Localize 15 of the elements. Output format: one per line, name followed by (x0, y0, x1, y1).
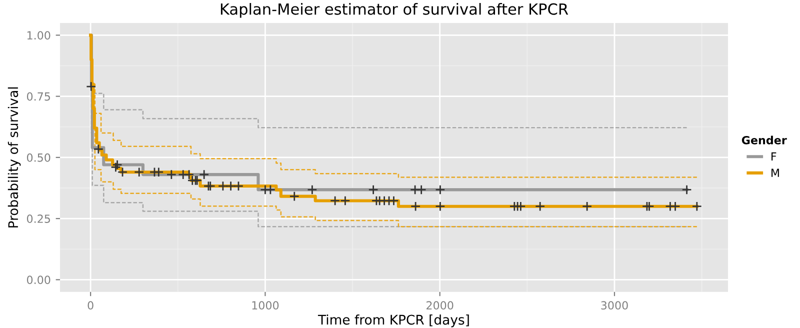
x-tick-label: 1000 (252, 301, 279, 310)
x-tick-label: 3000 (601, 301, 628, 310)
y-axis-title: Probability of survival (8, 87, 21, 228)
y-tick-label: 0.25 (26, 214, 50, 223)
legend-label: F (772, 152, 776, 161)
y-tick-label: 1.00 (27, 31, 50, 40)
chart-title: Kaplan-Meier estimator of survival after KPCR (220, 3, 568, 18)
legend-title: Gender (742, 136, 787, 144)
legend-label: M (772, 168, 779, 177)
y-tick-label: 0.50 (26, 153, 50, 162)
y-tick-label: 0.00 (26, 276, 50, 284)
x-tick-label: 2000 (426, 301, 454, 310)
y-tick-label: 0.75 (26, 92, 50, 101)
x-axis-title: Time from KPCR [days] (318, 314, 469, 328)
x-tick-label: 0 (88, 301, 94, 310)
